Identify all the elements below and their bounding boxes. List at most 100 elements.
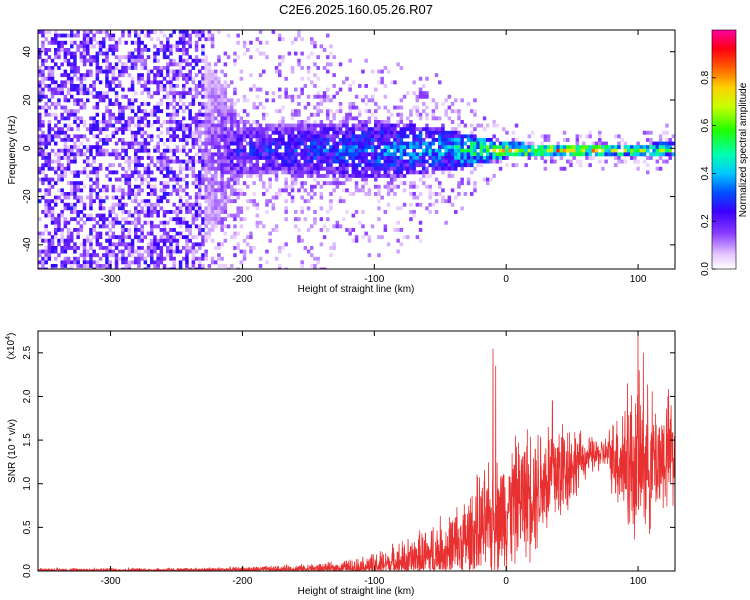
spectrogram-cell (271, 127, 276, 132)
spectrogram-cell (169, 116, 173, 121)
spectrogram-cell (63, 84, 68, 88)
spectrogram-cell (191, 253, 196, 258)
spectrogram-cell (412, 195, 416, 200)
spectrogram-cell (159, 195, 164, 200)
spectrogram-cell (214, 224, 218, 229)
spectrogram-cell (79, 55, 84, 60)
spectrogram-cell (383, 84, 388, 88)
spectrogram-cell (265, 166, 269, 171)
spectrogram-cell (230, 134, 234, 139)
spectrogram-cell (514, 123, 519, 128)
spectrogram-cell (175, 112, 180, 117)
spectrogram-cell (274, 127, 279, 132)
spectrogram-cell (246, 134, 250, 139)
spectrogram-cell (108, 123, 112, 128)
spectrogram-cell (38, 166, 42, 171)
spectrogram-cell (626, 145, 631, 150)
spectrogram-cell (265, 199, 269, 204)
spectrogram-cell (297, 134, 301, 139)
spectrogram-cell (329, 44, 333, 49)
spectrogram-cell (252, 127, 256, 132)
spectrogram-cell (358, 156, 362, 160)
spectrogram-cell (63, 40, 68, 45)
spectrogram-cell (450, 102, 455, 106)
spectrogram-cell (162, 87, 167, 92)
spectrogram-cell (57, 148, 61, 153)
spectrogram-cell (63, 69, 68, 74)
spectrogram-cell (447, 195, 452, 200)
spectrogram-cell (60, 130, 64, 135)
spectrogram-cell (86, 69, 90, 74)
spectrogram-cell (114, 130, 119, 135)
spectrogram-cell (178, 40, 183, 45)
spectrogram-cell (383, 152, 388, 157)
spectrogram-cell (38, 188, 42, 193)
spectrogram-cell (294, 37, 298, 42)
spectrogram-cell (38, 66, 42, 70)
spectrogram-cell (294, 87, 298, 92)
spectrogram-cell (194, 130, 199, 135)
spectrogram-cell (207, 134, 212, 139)
spectrogram-cell (73, 188, 77, 193)
spectrogram-cell (134, 228, 138, 232)
spectrogram-cell (524, 152, 528, 157)
spectrogram-cell (220, 120, 224, 124)
spectrogram-cell (127, 249, 132, 254)
spectrogram-cell (185, 40, 189, 45)
spectrogram-cell (217, 94, 221, 99)
spectrogram-cell (182, 87, 186, 92)
spectrogram-cell (204, 199, 208, 204)
spectrogram-cell (50, 148, 55, 153)
spectrogram-cell (188, 195, 192, 200)
spectrogram-cell (326, 174, 330, 178)
spectrogram-cell (444, 138, 448, 142)
spectrogram-cell (278, 69, 282, 74)
spectrogram-cell (300, 181, 304, 186)
spectrogram-cell (217, 134, 221, 139)
spectrogram-cell (134, 156, 138, 160)
spectrogram-cell (153, 55, 157, 60)
spectrogram-cell (572, 145, 576, 150)
spectrogram-cell (150, 109, 154, 114)
spectrogram-cell (524, 145, 528, 150)
spectrogram-cell (217, 184, 221, 189)
spectrogram-cell (342, 166, 346, 171)
spectrogram-cell (82, 105, 87, 110)
spectrogram-cell (402, 148, 407, 153)
spectrogram-cell (156, 141, 160, 146)
spectrogram-cell (258, 40, 263, 45)
spectrogram-cell (127, 242, 132, 247)
spectrogram-cell (223, 94, 228, 99)
spectrogram-cell (322, 127, 327, 132)
spectrogram-cell (249, 148, 253, 153)
spectrogram-cell (540, 152, 544, 157)
spectrogram-cell (287, 192, 292, 196)
spectrogram-cell (153, 112, 157, 117)
spectrogram-cell (233, 109, 237, 114)
spectrogram-cell (374, 145, 378, 150)
spectrogram-cell (76, 210, 80, 214)
spectrogram-cell (50, 166, 55, 171)
spectrogram-cell (182, 127, 186, 132)
spectrogram-cell (530, 152, 535, 157)
spectrogram-cell (89, 30, 93, 34)
spectrogram-cell (207, 73, 212, 78)
spectrogram-cell (207, 217, 212, 222)
spectrogram-cell (76, 44, 80, 49)
spectrogram-cell (182, 145, 186, 150)
spectrogram-cell (44, 228, 48, 232)
spectrogram-cell (172, 188, 176, 193)
spectrogram-cell (86, 87, 90, 92)
spectrogram-cell (220, 177, 224, 182)
spectrogram-cell (553, 159, 557, 164)
spectrogram-cell (44, 249, 48, 254)
spectrogram-cell (210, 166, 215, 171)
spectrogram-cell (220, 195, 224, 200)
spectrogram-cell (127, 102, 132, 106)
y-tick-label: -20 (22, 189, 33, 204)
spectrogram-cell (466, 138, 471, 142)
spectrogram-cell (79, 199, 84, 204)
spectrogram-cell (146, 87, 151, 92)
spectrogram-cell (370, 112, 375, 117)
spectrogram-cell (415, 127, 420, 132)
